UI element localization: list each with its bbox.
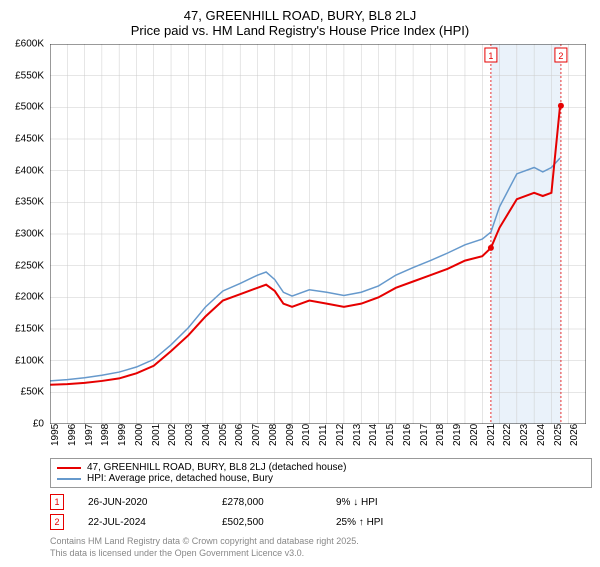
x-tick-label: 2012	[335, 424, 352, 452]
sale-row: 2 22-JUL-2024 £502,500 25% ↑ HPI	[50, 512, 592, 532]
x-tick-label: 2002	[167, 424, 184, 452]
sale-price: £502,500	[222, 517, 312, 528]
y-axis-labels: £0£50K£100K£150K£200K£250K£300K£350K£400…	[6, 44, 46, 424]
sale-marker-icon: 1	[50, 494, 64, 510]
svg-text:1: 1	[488, 51, 493, 61]
footer-line2: This data is licensed under the Open Gov…	[50, 548, 592, 560]
x-tick-label: 2017	[419, 424, 436, 452]
y-tick-label: £300K	[15, 229, 44, 240]
y-tick-label: £500K	[15, 102, 44, 113]
chart-subtitle: Price paid vs. HM Land Registry's House …	[8, 23, 592, 38]
y-tick-label: £100K	[15, 355, 44, 366]
svg-text:2: 2	[558, 51, 563, 61]
x-tick-label: 2019	[452, 424, 469, 452]
x-tick-label: 2006	[234, 424, 251, 452]
y-tick-label: £50K	[21, 387, 44, 398]
x-tick-label: 2023	[519, 424, 536, 452]
y-tick-label: £600K	[15, 39, 44, 50]
chart-title: 47, GREENHILL ROAD, BURY, BL8 2LJ	[8, 8, 592, 23]
x-tick-label: 2005	[218, 424, 235, 452]
x-tick-label: 2004	[201, 424, 218, 452]
x-tick-label: 2021	[486, 424, 503, 452]
y-tick-label: £450K	[15, 134, 44, 145]
y-tick-label: £250K	[15, 260, 44, 271]
legend-swatch	[57, 478, 81, 480]
x-tick-label: 2000	[134, 424, 151, 452]
x-tick-label: 1999	[117, 424, 134, 452]
x-tick-label: 1995	[50, 424, 67, 452]
y-tick-label: £0	[33, 419, 44, 430]
legend-label: HPI: Average price, detached house, Bury	[87, 473, 273, 484]
sale-marker-icon: 2	[50, 514, 64, 530]
legend-row: HPI: Average price, detached house, Bury	[57, 473, 585, 484]
x-tick-label: 2010	[301, 424, 318, 452]
x-tick-label: 2026	[569, 424, 586, 452]
x-tick-label: 2020	[469, 424, 486, 452]
x-tick-label: 2009	[285, 424, 302, 452]
x-tick-label: 2022	[502, 424, 519, 452]
footer: Contains HM Land Registry data © Crown c…	[50, 536, 592, 559]
x-tick-label: 2007	[251, 424, 268, 452]
x-tick-label: 1998	[100, 424, 117, 452]
x-tick-label: 2016	[402, 424, 419, 452]
y-tick-label: £350K	[15, 197, 44, 208]
chart-container: 47, GREENHILL ROAD, BURY, BL8 2LJ Price …	[8, 8, 592, 559]
sales-table: 1 26-JUN-2020 £278,000 9% ↓ HPI 2 22-JUL-2024…	[50, 492, 592, 532]
x-tick-label: 2025	[553, 424, 570, 452]
x-tick-label: 2018	[435, 424, 452, 452]
x-tick-label: 2011	[318, 424, 335, 452]
legend-label: 47, GREENHILL ROAD, BURY, BL8 2LJ (detac…	[87, 462, 346, 473]
legend: 47, GREENHILL ROAD, BURY, BL8 2LJ (detac…	[50, 458, 592, 488]
sale-price: £278,000	[222, 497, 312, 508]
x-tick-label: 2003	[184, 424, 201, 452]
y-tick-label: £150K	[15, 324, 44, 335]
x-tick-label: 2024	[536, 424, 553, 452]
plot-area: £0£50K£100K£150K£200K£250K£300K£350K£400…	[50, 44, 586, 424]
x-tick-label: 1997	[84, 424, 101, 452]
legend-row: 47, GREENHILL ROAD, BURY, BL8 2LJ (detac…	[57, 462, 585, 473]
sale-row: 1 26-JUN-2020 £278,000 9% ↓ HPI	[50, 492, 592, 512]
x-tick-label: 2014	[368, 424, 385, 452]
x-tick-label: 1996	[67, 424, 84, 452]
y-tick-label: £400K	[15, 165, 44, 176]
x-axis-labels: 1995199619971998199920002001200220032004…	[50, 424, 586, 452]
y-tick-label: £550K	[15, 70, 44, 81]
x-tick-label: 2001	[151, 424, 168, 452]
x-tick-label: 2008	[268, 424, 285, 452]
sale-delta: 9% ↓ HPI	[336, 497, 378, 508]
sale-date: 22-JUL-2024	[88, 517, 198, 528]
sale-date: 26-JUN-2020	[88, 497, 198, 508]
sale-delta: 25% ↑ HPI	[336, 517, 383, 528]
plot-svg: 12	[50, 44, 586, 424]
y-tick-label: £200K	[15, 292, 44, 303]
x-tick-label: 2013	[352, 424, 369, 452]
legend-swatch	[57, 467, 81, 469]
footer-line1: Contains HM Land Registry data © Crown c…	[50, 536, 592, 548]
x-tick-label: 2015	[385, 424, 402, 452]
